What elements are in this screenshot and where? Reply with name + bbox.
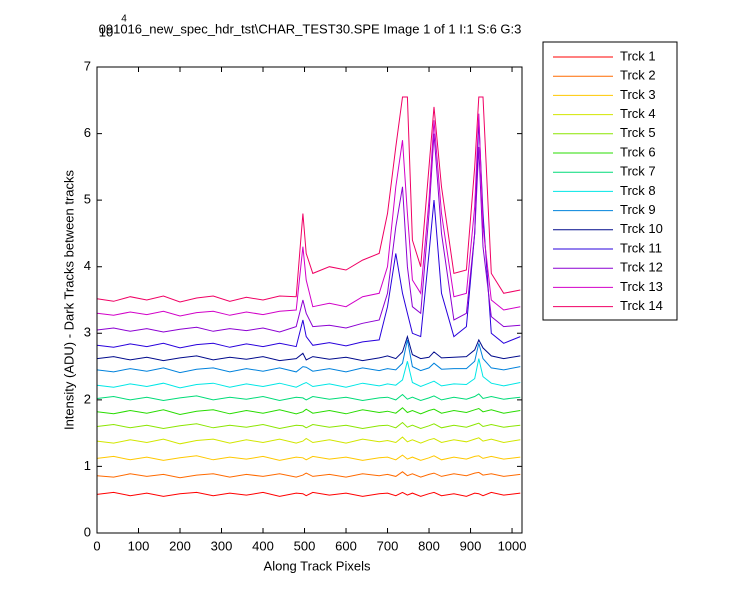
x-tick-label: 900 bbox=[460, 538, 482, 553]
series-line bbox=[96, 113, 521, 317]
y-tick-label: 2 bbox=[84, 391, 91, 406]
x-tick-label: 0 bbox=[93, 538, 100, 553]
x-tick-label: 300 bbox=[211, 538, 233, 553]
legend-label: Trck 7 bbox=[620, 164, 656, 179]
plot-area bbox=[97, 67, 522, 533]
series-line bbox=[96, 454, 521, 461]
chart-title: 091016_new_spec_hdr_tst\CHAR_TEST30.SPE … bbox=[99, 21, 522, 36]
legend-box bbox=[542, 41, 678, 321]
legend-label: Trck 8 bbox=[620, 183, 656, 198]
series-line bbox=[96, 133, 521, 333]
axes-box bbox=[96, 66, 523, 534]
legend-label: Trck 11 bbox=[620, 240, 662, 255]
x-tick-label: 100 bbox=[128, 538, 150, 553]
y-tick-label: 6 bbox=[84, 125, 91, 140]
legend-label: Trck 4 bbox=[620, 106, 656, 121]
legend-label: Trck 14 bbox=[620, 298, 663, 313]
series-line bbox=[96, 436, 521, 445]
legend-label: Trck 5 bbox=[620, 125, 656, 140]
legend-label: Trck 13 bbox=[620, 279, 663, 294]
series-line bbox=[96, 421, 521, 430]
legend-label: Trck 10 bbox=[620, 221, 663, 236]
series-line bbox=[96, 358, 521, 389]
series-line bbox=[96, 471, 521, 479]
y-tick-label: 4 bbox=[84, 258, 91, 273]
x-tick-label: 200 bbox=[169, 538, 191, 553]
series-line bbox=[96, 96, 521, 303]
legend-label: Trck 2 bbox=[620, 68, 656, 83]
series-line bbox=[96, 334, 521, 362]
y-tick-label: 7 bbox=[84, 58, 91, 73]
legend-label: Trck 9 bbox=[620, 202, 656, 217]
x-tick-label: 500 bbox=[294, 538, 316, 553]
y-tick-label: 1 bbox=[84, 458, 91, 473]
legend-label: Trck 3 bbox=[620, 87, 656, 102]
x-tick-label: 400 bbox=[252, 538, 274, 553]
y-tick-label: 0 bbox=[84, 524, 91, 539]
x-tick-label: 700 bbox=[377, 538, 399, 553]
series-line bbox=[96, 393, 521, 402]
y-tick-label: 5 bbox=[84, 192, 91, 207]
x-tick-label: 1000 bbox=[498, 538, 527, 553]
y-multiplier: 10 bbox=[99, 24, 113, 39]
legend-label: Trck 1 bbox=[620, 48, 656, 63]
series-line bbox=[96, 120, 521, 349]
x-tick-label: 800 bbox=[418, 538, 440, 553]
y-tick-label: 3 bbox=[84, 325, 91, 340]
x-axis-label: Along Track Pixels bbox=[264, 558, 371, 573]
y-axis-label: Intensity (ADU) - Dark Tracks between tr… bbox=[61, 169, 76, 430]
legend-label: Trck 6 bbox=[620, 144, 656, 159]
legend-label: Trck 12 bbox=[620, 260, 663, 275]
series-line bbox=[96, 491, 521, 497]
series-line bbox=[96, 339, 521, 374]
series-line bbox=[96, 407, 521, 416]
y-multiplier-exponent: 4 bbox=[121, 14, 127, 25]
x-tick-label: 600 bbox=[335, 538, 357, 553]
